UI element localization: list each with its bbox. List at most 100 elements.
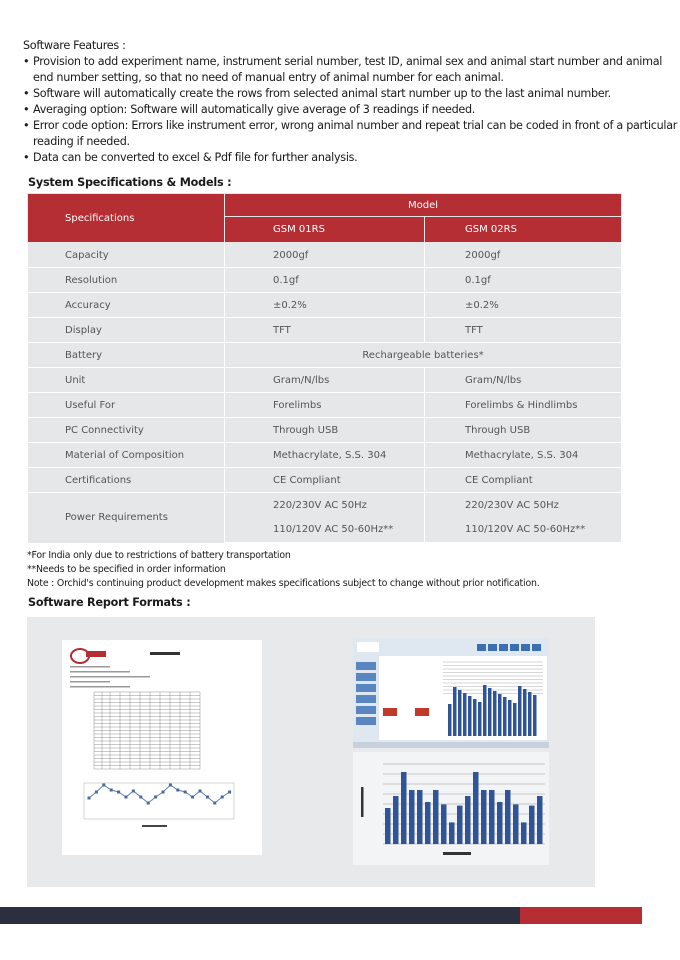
footer-bar-red [520, 907, 642, 924]
bar [529, 805, 535, 844]
bar-xlabel [443, 852, 471, 855]
specs-table: Specifications Model GSM 01RS GSM 02RS C… [27, 193, 622, 543]
app-chart-bar [463, 693, 467, 736]
app-chart-bar [503, 697, 507, 736]
line-graph-point [220, 795, 224, 799]
bar [409, 790, 415, 844]
line-graph-series [88, 784, 230, 804]
header-specifications: Specifications [27, 193, 225, 243]
spec-name: Certifications [27, 467, 225, 493]
app-chart-bar [493, 691, 497, 736]
spec-value-battery: Rechargeable batteries* [224, 342, 622, 368]
header-model: Model [224, 193, 622, 217]
line-graph-point [139, 795, 143, 799]
line-graph-point [228, 790, 232, 794]
line-graph-xlabel [142, 825, 167, 827]
app-sidebar-button [356, 673, 376, 681]
spec-row: Resolution 0.1gf 0.1gf [27, 267, 622, 293]
line-graph-point [191, 795, 195, 799]
footnotes: *For India only due to restrictions of b… [27, 549, 540, 591]
spec-value-gsm01rs: Methacrylate, S.S. 304 [224, 442, 425, 468]
spec-name: Battery [27, 342, 225, 368]
spec-name: Resolution [27, 267, 225, 293]
specs-title: System Specifications & Models : [28, 176, 232, 189]
line-graph-point [109, 788, 113, 792]
bar [457, 805, 463, 844]
power-alt-gsm01rs: 110/120V AC 50-60Hz** [224, 517, 425, 543]
app-sidebar-button [356, 662, 376, 670]
feature-item: Averaging option: Software will automati… [23, 102, 680, 118]
footer-bar-dark [0, 907, 520, 924]
bar [393, 796, 399, 844]
spec-row: Accuracy ±0.2% ±0.2% [27, 292, 622, 318]
report-pdf-image [62, 640, 262, 855]
bar [513, 804, 519, 844]
line-graph-point [205, 795, 209, 799]
features-title: Software Features : [23, 39, 126, 52]
power-gsm02rs: 220/230V AC 50Hz [424, 492, 622, 518]
app-sidebar-button [356, 695, 376, 703]
app-chart-bar [453, 687, 457, 736]
spec-value-gsm02rs: TFT [424, 317, 622, 343]
app-toolbar-button [499, 644, 508, 651]
line-graph-point [183, 790, 187, 794]
orchid-logo-text [86, 651, 106, 657]
footnote-disclaimer: Note : Orchid's continuing product devel… [27, 578, 540, 589]
spec-value-gsm01rs: 2000gf [224, 242, 425, 268]
report-heading [150, 652, 180, 655]
bar [465, 796, 471, 844]
app-sidebar-button [356, 684, 376, 692]
spec-name: Material of Composition [27, 442, 225, 468]
report-info-line [70, 686, 130, 688]
app-toolbar-button [532, 644, 541, 651]
spec-value-gsm01rs: Forelimbs [224, 392, 425, 418]
app-chart-bar [473, 699, 477, 736]
spec-name: Power Requirements [27, 492, 225, 543]
bar [385, 808, 391, 844]
line-graph-point [124, 795, 128, 799]
spec-row: Battery Rechargeable batteries* [27, 342, 622, 368]
bar [497, 802, 503, 844]
line-graph-point [146, 801, 150, 805]
app-toolbar-button [477, 644, 486, 651]
line-graph-point [131, 789, 135, 793]
line-graph-point [117, 790, 121, 794]
spec-value-gsm02rs: Through USB [424, 417, 622, 443]
header-model-1: GSM 01RS [224, 216, 425, 243]
features-list: Provision to add experiment name, instru… [23, 54, 680, 166]
spec-value-gsm01rs: Through USB [224, 417, 425, 443]
bar [449, 822, 455, 844]
spec-value-gsm01rs: ±0.2% [224, 292, 425, 318]
app-chart-bar [523, 689, 527, 736]
spec-row: Useful For Forelimbs Forelimbs & Hindlimbs [27, 392, 622, 418]
app-chart-bar [508, 700, 512, 736]
bar [425, 802, 431, 844]
line-graph-point [94, 790, 98, 794]
spec-row: Power Requirements 220/230V AC 50Hz 220/23… [27, 492, 622, 543]
spec-value-gsm02rs: ±0.2% [424, 292, 622, 318]
spec-row: Certifications CE Compliant CE Compliant [27, 467, 622, 493]
app-toolbar-button [488, 644, 497, 651]
footnote-order: **Needs to be specified in order informa… [27, 564, 226, 575]
power-gsm01rs: 220/230V AC 50Hz [224, 492, 425, 518]
software-features: Software Features : Provision to add exp… [23, 38, 680, 166]
spec-row: Material of Composition Methacrylate, S.S… [27, 442, 622, 468]
spec-value-gsm01rs: Gram/N/lbs [224, 367, 425, 393]
bar [441, 804, 447, 844]
spec-value-gsm02rs: Methacrylate, S.S. 304 [424, 442, 622, 468]
spec-row: Capacity 2000gf 2000gf [27, 242, 622, 268]
footnote-battery: *For India only due to restrictions of b… [27, 550, 291, 561]
app-chart-bar [528, 692, 532, 736]
line-graph-point [161, 790, 165, 794]
header-model-2: GSM 02RS [424, 216, 622, 243]
feature-item: Software will automatically create the r… [23, 86, 680, 102]
reports-title: Software Report Formats : [28, 596, 191, 609]
software-screenshot-image [353, 638, 549, 748]
app-chart-bar [498, 694, 502, 736]
bar [537, 796, 543, 844]
spec-row: Display TFT TFT [27, 317, 622, 343]
app-chart-bar [483, 685, 487, 736]
line-graph-point [213, 801, 217, 805]
bar [433, 790, 439, 844]
reports-panel [27, 617, 595, 887]
